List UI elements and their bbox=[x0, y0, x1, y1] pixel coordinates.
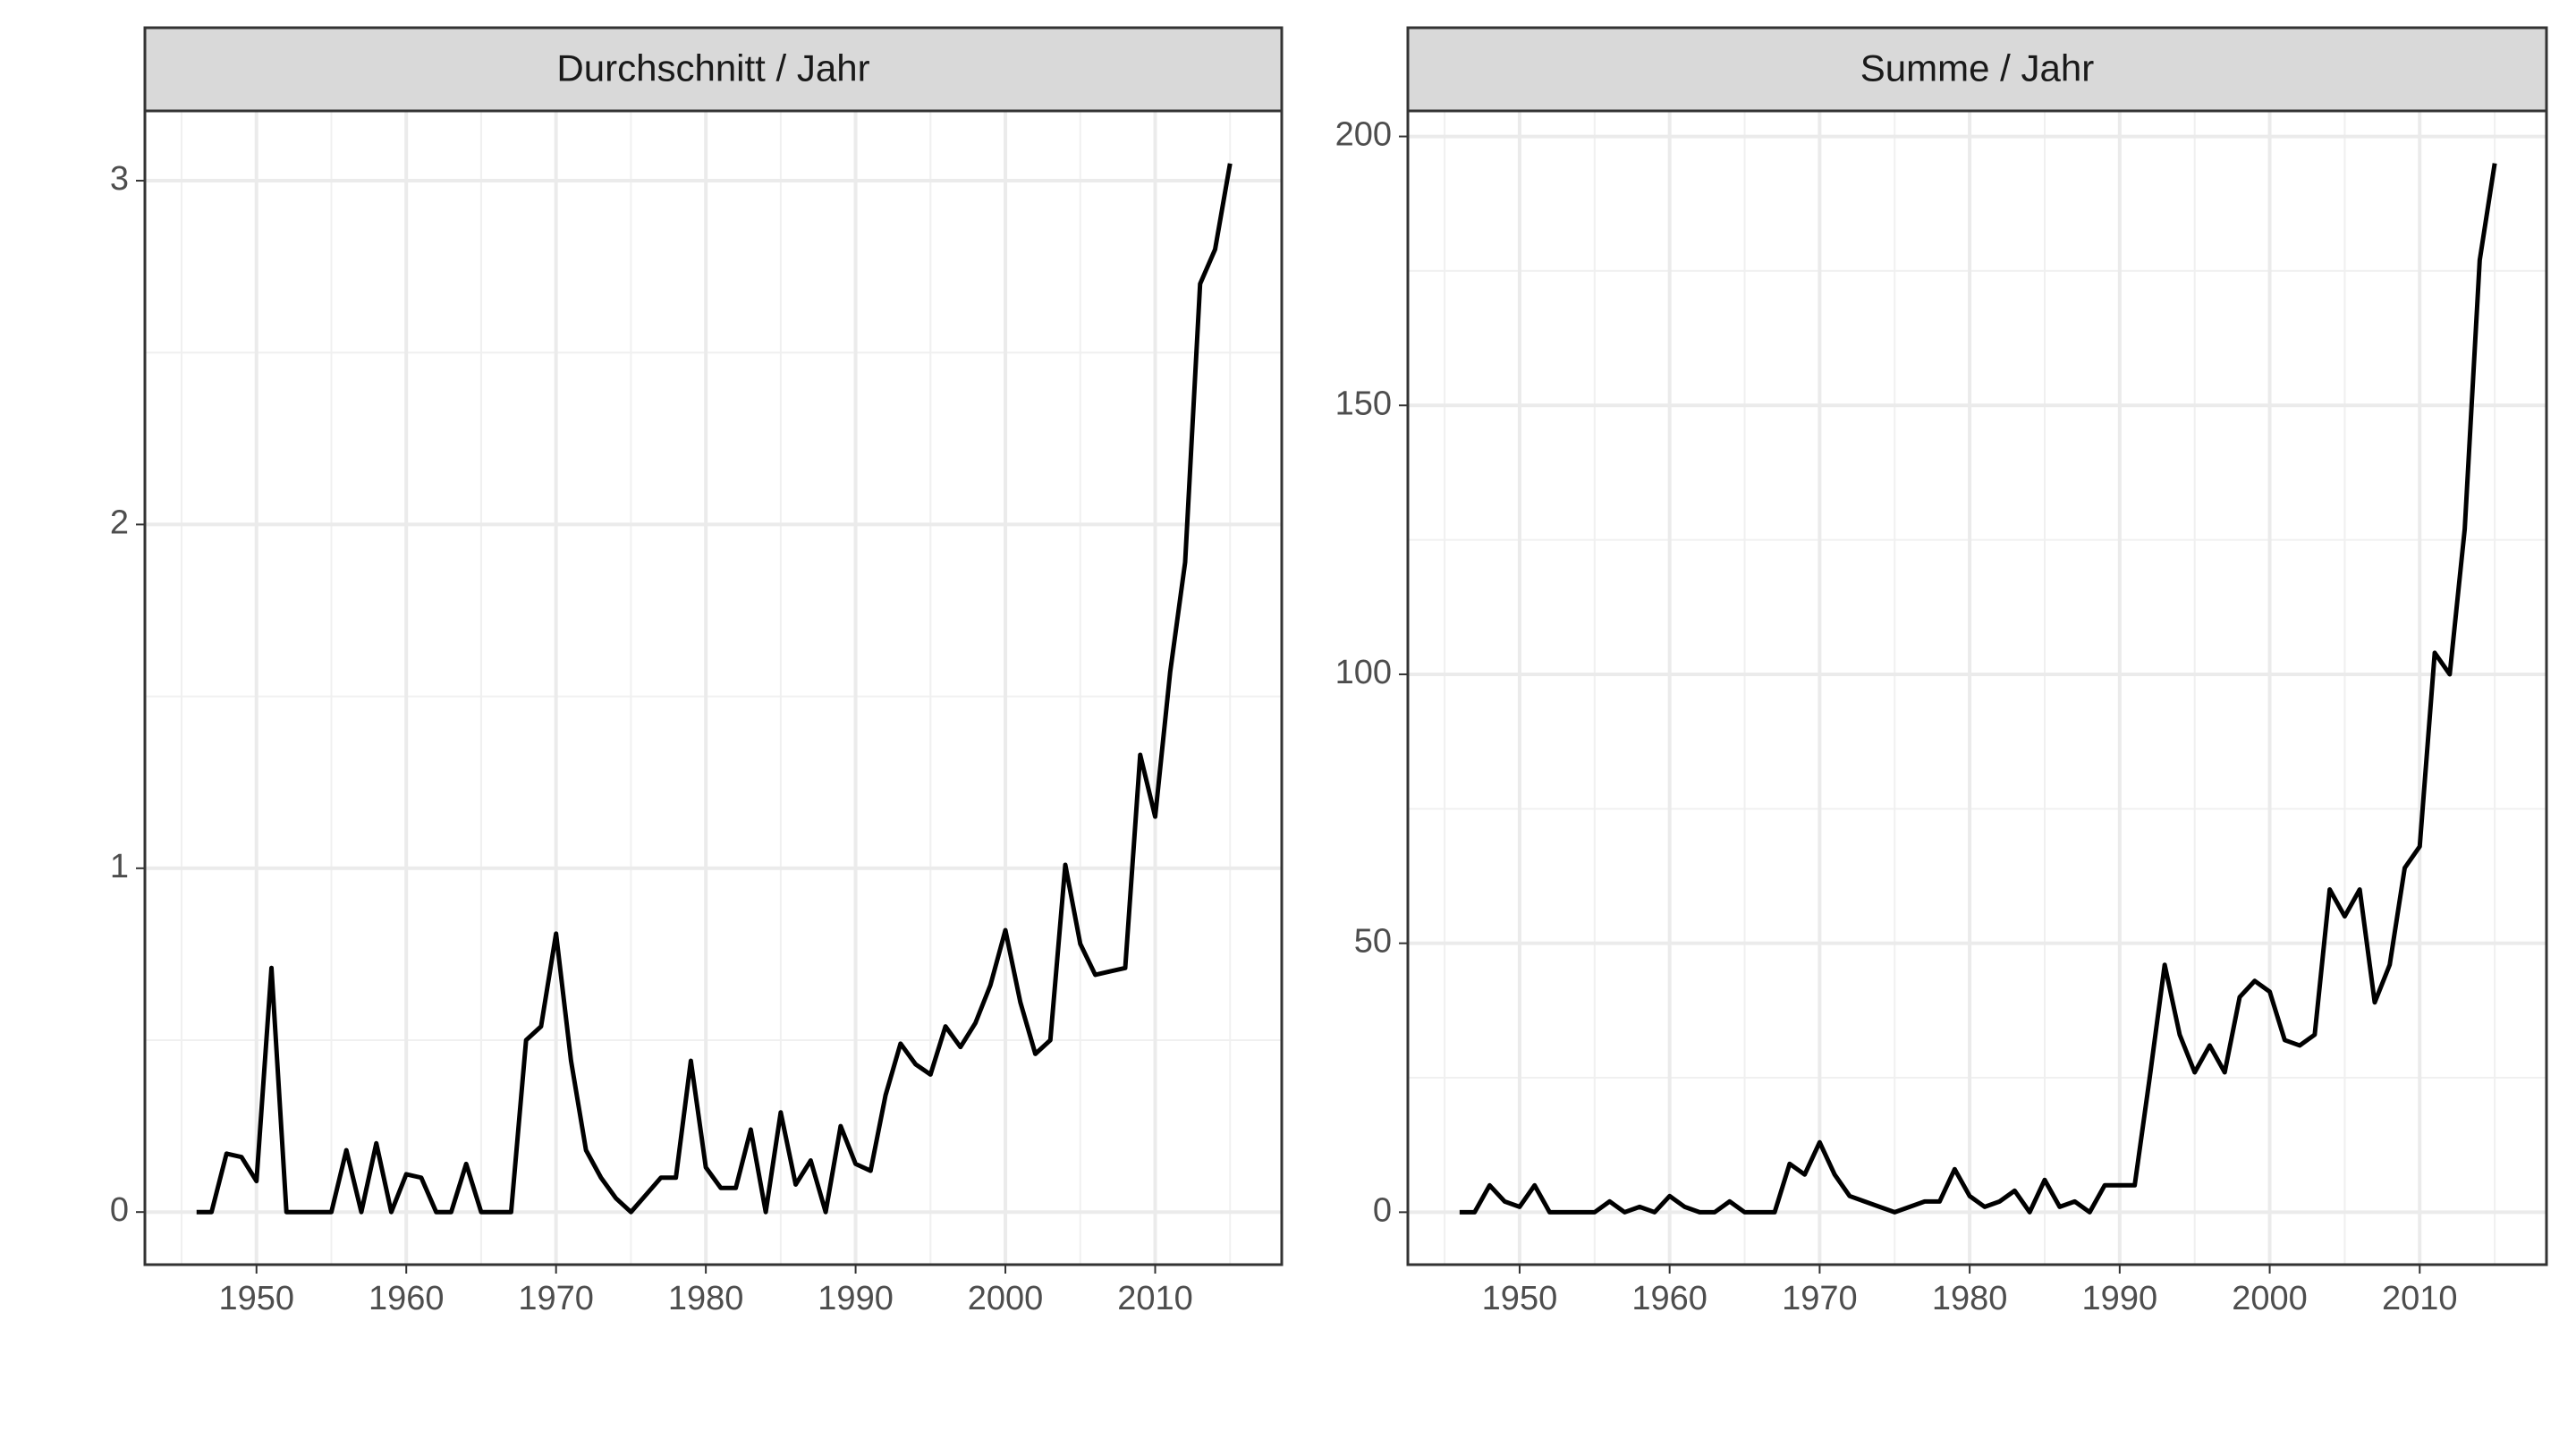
x-tick-label: 2000 bbox=[2232, 1280, 2308, 1317]
data-line bbox=[1459, 163, 2497, 1215]
x-tick-label: 1950 bbox=[1482, 1280, 1558, 1317]
y-tick-label: 2 bbox=[110, 504, 129, 541]
strip bbox=[1406, 26, 2548, 113]
strip-title: Summe / Jahr bbox=[1860, 47, 2094, 89]
y-tick-label: 50 bbox=[1354, 923, 1392, 961]
panel-background bbox=[145, 111, 1282, 1265]
data-line bbox=[196, 163, 1233, 1215]
x-tick-label: 1980 bbox=[1932, 1280, 2008, 1317]
x-tick-label: 1960 bbox=[369, 1280, 445, 1317]
y-tick-label: 3 bbox=[110, 160, 129, 198]
x-tick-label: 1990 bbox=[818, 1280, 894, 1317]
y-tick-label: 100 bbox=[1335, 654, 1392, 691]
x-tick-label: 1960 bbox=[1631, 1280, 1707, 1317]
x-tick-label: 2010 bbox=[1117, 1280, 1193, 1317]
strip-title: Durchschnitt / Jahr bbox=[556, 47, 869, 89]
strip bbox=[143, 26, 1284, 113]
x-tick-label: 2000 bbox=[968, 1280, 1044, 1317]
x-tick-label: 2010 bbox=[2382, 1280, 2458, 1317]
x-tick-label: 1970 bbox=[518, 1280, 594, 1317]
y-tick-label: 150 bbox=[1335, 385, 1392, 422]
panel-background bbox=[1408, 111, 2546, 1265]
y-tick-label: 0 bbox=[110, 1191, 129, 1229]
x-tick-label: 1990 bbox=[2082, 1280, 2158, 1317]
x-tick-label: 1970 bbox=[1782, 1280, 1858, 1317]
y-tick-label: 200 bbox=[1335, 116, 1392, 154]
x-tick-label: 1950 bbox=[218, 1280, 294, 1317]
x-tick-label: 1980 bbox=[668, 1280, 744, 1317]
y-tick-label: 0 bbox=[1373, 1191, 1392, 1229]
y-tick-label: 1 bbox=[110, 848, 129, 885]
